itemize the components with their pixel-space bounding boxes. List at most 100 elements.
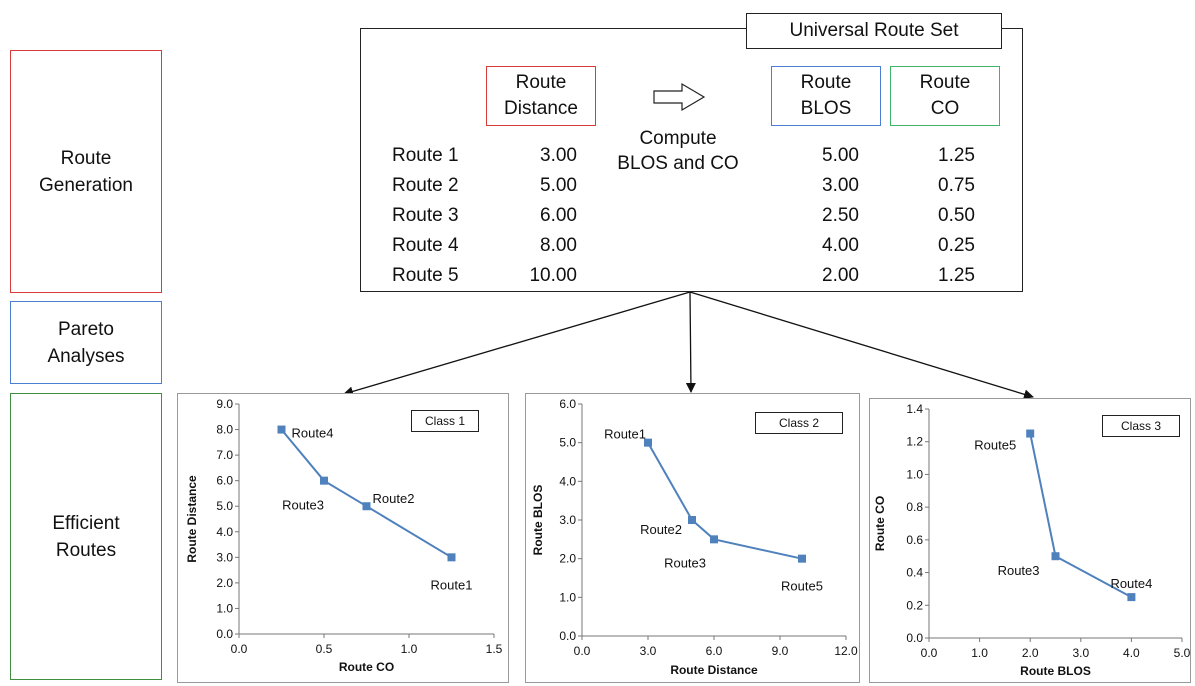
data-point-marker <box>688 516 696 524</box>
data-point-label: Route4 <box>292 426 334 441</box>
data-point-marker <box>1051 552 1060 561</box>
data-point-marker <box>710 535 718 544</box>
y-tick-label: 5.0 <box>216 499 233 513</box>
arrow-to-class-2 <box>685 291 696 393</box>
class-label: Class 3 <box>1102 415 1180 437</box>
data-point-label: Route5 <box>781 579 823 594</box>
x-tick-label: 1.0 <box>401 642 418 656</box>
data-point-label: Route3 <box>282 498 324 513</box>
route-name: Route 1 <box>392 145 459 166</box>
chart-panel-class-1: 0.0 1.0 2.0 3.0 4.0 5.0 6.0 7.0 8.0 9.0 0.0 0.5 1.0 1… <box>177 393 509 683</box>
series-line <box>280 428 453 559</box>
route-name: Route 3 <box>392 205 459 226</box>
data-point-label: Route3 <box>998 563 1040 578</box>
stage-route-generation: Route Generation <box>10 50 162 293</box>
x-axis-title: Route CO <box>339 660 394 674</box>
data-point-label: Route5 <box>974 438 1016 453</box>
x-tick-label: 3.0 <box>640 644 657 658</box>
route-name: Route 4 <box>392 235 459 256</box>
y-tick-label: 0.8 <box>906 500 923 514</box>
route-name: Route 2 <box>392 175 459 196</box>
y-tick-label: 7.0 <box>216 448 233 462</box>
x-tick-label: 1.0 <box>971 646 988 660</box>
x-axis-title: Route Distance <box>670 663 758 677</box>
y-axis-title: Route CO <box>873 496 887 551</box>
y-tick-label: 1.2 <box>906 435 923 449</box>
y-tick-label: 9.0 <box>216 397 233 411</box>
route-blos-value: 2.50 <box>822 205 859 226</box>
x-tick-label: 0.0 <box>921 646 938 660</box>
route-co-value: 0.25 <box>938 235 975 256</box>
y-tick-label: 4.0 <box>216 525 233 539</box>
route-co-value: 0.75 <box>938 175 975 196</box>
data-point-marker <box>1127 593 1136 602</box>
stage-label: Efficient Routes <box>52 512 120 561</box>
arrow-to-class-3 <box>689 291 1034 400</box>
x-tick-label: 4.0 <box>1123 646 1140 660</box>
x-tick-label: 9.0 <box>772 644 789 658</box>
route-blos-value: 3.00 <box>822 175 859 196</box>
route-blos-value: 2.00 <box>822 265 859 286</box>
data-point-label: Route1 <box>431 577 473 592</box>
x-tick-label: 0.0 <box>231 642 248 656</box>
route-co-value: 0.50 <box>938 205 975 226</box>
y-tick-label: 0.0 <box>906 631 923 645</box>
y-axis-title: Route Distance <box>185 475 199 563</box>
data-point-marker <box>1026 429 1035 438</box>
stage-pareto-analyses: Pareto Analyses <box>10 301 162 384</box>
y-tick-label: 1.4 <box>906 402 923 416</box>
stage-label: Pareto Analyses <box>47 318 125 367</box>
stage-efficient-routes: Efficient Routes <box>10 393 162 680</box>
y-tick-label: 0.4 <box>906 566 923 580</box>
route-co-value: 1.25 <box>938 145 975 166</box>
y-axis-title: Route BLOS <box>531 485 545 556</box>
y-tick-label: 1.0 <box>216 601 233 615</box>
route-blos-value: 5.00 <box>822 145 859 166</box>
y-tick-label: 5.0 <box>559 436 576 450</box>
arrow-to-class-1 <box>343 291 691 397</box>
x-tick-label: 6.0 <box>706 644 723 658</box>
data-point-label: Route4 <box>1110 576 1152 591</box>
block-arrow-icon <box>653 82 706 112</box>
class-label: Class 2 <box>755 412 843 434</box>
data-point-marker <box>447 553 456 562</box>
route-co-value: 1.25 <box>938 265 975 286</box>
y-tick-label: 0.0 <box>559 629 576 643</box>
chart-panel-class-2: 0.0 1.0 2.0 3.0 4.0 5.0 6.0 0.0 3.0 6.0 9.0 12.0 Rou… <box>525 393 860 683</box>
stage-label: Route Generation <box>38 147 133 196</box>
route-distance-value: 10.00 <box>529 265 577 286</box>
series-line <box>1029 433 1132 598</box>
universal-route-set-title: Universal Route Set <box>746 13 1002 49</box>
header-route-blos: Route BLOS <box>771 66 881 126</box>
chart-class-2: 0.0 1.0 2.0 3.0 4.0 5.0 6.0 0.0 3.0 6.0 9.0 12.0 Rou… <box>531 397 858 677</box>
y-tick-label: 1.0 <box>906 467 923 481</box>
header-route-distance: Route Distance <box>486 66 596 126</box>
x-tick-label: 5.0 <box>1174 646 1191 660</box>
data-point-marker <box>277 425 286 434</box>
y-tick-label: 1.0 <box>559 590 576 604</box>
x-axis-title: Route BLOS <box>1020 664 1091 678</box>
route-distance-value: 8.00 <box>540 235 577 256</box>
y-tick-label: 0.2 <box>906 598 923 612</box>
route-distance-value: 6.00 <box>540 205 577 226</box>
series-line <box>647 442 803 560</box>
data-point-marker <box>644 438 652 447</box>
x-tick-label: 12.0 <box>834 644 858 658</box>
chart-class-3: 0.0 0.2 0.4 0.6 0.8 1.0 1.2 1.4 0.0 1.0 2.0 3.0 4.0 5… <box>873 402 1191 678</box>
x-tick-label: 1.5 <box>486 642 503 656</box>
data-point-marker <box>320 476 328 485</box>
data-point-label: Route2 <box>640 522 682 537</box>
route-distance-value: 5.00 <box>540 175 577 196</box>
y-tick-label: 4.0 <box>559 474 576 488</box>
class-label: Class 1 <box>411 410 479 432</box>
y-tick-label: 6.0 <box>559 397 576 411</box>
route-name: Route 5 <box>392 265 459 286</box>
chart-panel-class-3: 0.0 0.2 0.4 0.6 0.8 1.0 1.2 1.4 0.0 1.0 2.0 3.0 4.0 5… <box>869 398 1191 683</box>
header-route-co: Route CO <box>890 66 1000 126</box>
y-tick-label: 2.0 <box>216 576 233 590</box>
y-tick-label: 3.0 <box>559 513 576 527</box>
data-point-label: Route1 <box>604 427 646 442</box>
y-tick-label: 6.0 <box>216 474 233 488</box>
chart-class-1: 0.0 1.0 2.0 3.0 4.0 5.0 6.0 7.0 8.0 9.0 0.0 0.5 1.0 1… <box>185 397 503 674</box>
y-tick-label: 2.0 <box>559 552 576 566</box>
